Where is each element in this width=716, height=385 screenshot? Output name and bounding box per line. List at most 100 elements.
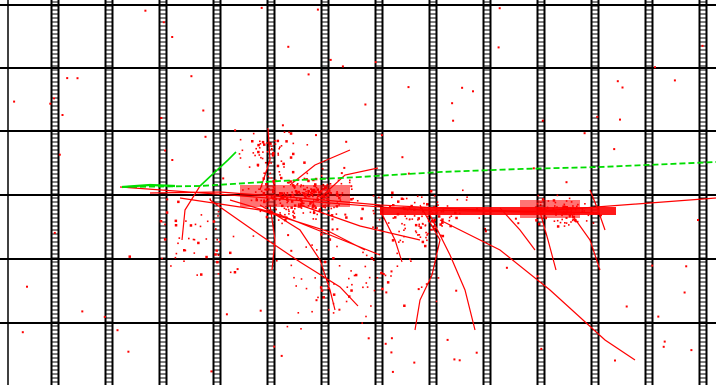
hit-point [435,209,439,213]
hit-point [285,216,288,220]
hit-point [315,191,317,193]
hit-point [458,209,461,211]
hit-point [316,198,319,201]
hit-point [315,218,317,220]
noise-hit [452,119,455,122]
hit-point [277,154,280,156]
hit-point [305,246,307,248]
hit-point [420,286,423,288]
noise-hit [162,21,165,24]
hit-point [362,251,364,254]
hit-point [314,206,317,210]
hit-point [291,184,295,187]
hit-point [283,166,285,168]
ladder-rungs [159,1,167,383]
hit-point [391,191,394,194]
hit-point [293,216,296,219]
hit-point [456,198,459,201]
noise-hit [497,46,500,49]
hit-point [576,220,579,223]
noise-hit [541,119,544,122]
ladder-column [698,0,708,385]
hit-point [256,163,260,167]
hit-point [299,205,302,208]
hit-point [262,192,266,195]
noise-hit [190,75,193,78]
hit-point [336,201,339,203]
hit-point [281,222,283,225]
hit-point [239,157,242,159]
hit-point [303,205,305,207]
hit-point [218,241,221,243]
noise-hit [621,86,624,89]
hit-point [321,167,324,170]
hit-point [279,192,282,195]
hit-point [272,188,274,191]
hit-point [426,234,428,236]
hit-point [592,222,595,224]
hit-point [287,206,289,208]
hit-point [555,211,557,214]
ladder-rungs [645,1,653,383]
hit-point [305,287,308,290]
hit-point [178,237,181,239]
noise-hit [619,118,621,121]
particle-track [269,204,276,271]
hit-point [293,187,296,189]
hit-point [335,213,338,215]
hit-point [217,254,220,256]
hit-point [348,181,351,184]
hit-point [214,253,217,256]
hit-point [386,281,390,284]
hit-point [317,296,319,299]
hit-point [338,204,340,206]
hit-point [442,209,445,211]
hit-point [289,180,292,183]
hit-point [543,210,546,214]
noise-hit [315,299,318,302]
hit-point [309,211,312,214]
hit-point [304,188,307,191]
hit-point [292,152,295,156]
hit-point [565,222,568,224]
hit-point [345,300,348,303]
hit-point [441,221,444,224]
hit-point [163,238,167,241]
noise-hit [76,77,79,80]
hit-point [312,203,315,206]
noise-hit [401,156,404,159]
hit-point [410,208,412,211]
hit-point [392,217,395,219]
hit-point [263,200,266,204]
ladder-rungs [51,1,59,383]
hit-point [266,150,269,153]
hit-point [200,273,203,276]
hit-point [410,260,412,262]
hit-point [330,192,332,194]
hit-point [539,207,542,210]
hit-point [280,160,283,162]
hit-point [417,219,419,221]
hit-point [455,216,458,220]
hit-point [380,207,383,210]
hit-point [326,183,329,186]
beam-track-group [121,151,716,189]
hit-point [299,192,301,195]
hit-point [307,194,311,198]
hit-point [368,276,371,279]
hit-point [552,207,555,210]
noise-hit [614,359,616,362]
hit-point [300,184,302,186]
hit-point [268,188,270,190]
hit-point [376,227,378,229]
hit-point [584,203,586,205]
hit-point [287,208,290,211]
hit-point [372,209,375,212]
hit-point [259,210,262,213]
hit-point [292,142,295,145]
hit-point [365,282,368,284]
hit-point [277,219,280,221]
hit-point [432,226,435,229]
noise-hit [341,65,344,68]
